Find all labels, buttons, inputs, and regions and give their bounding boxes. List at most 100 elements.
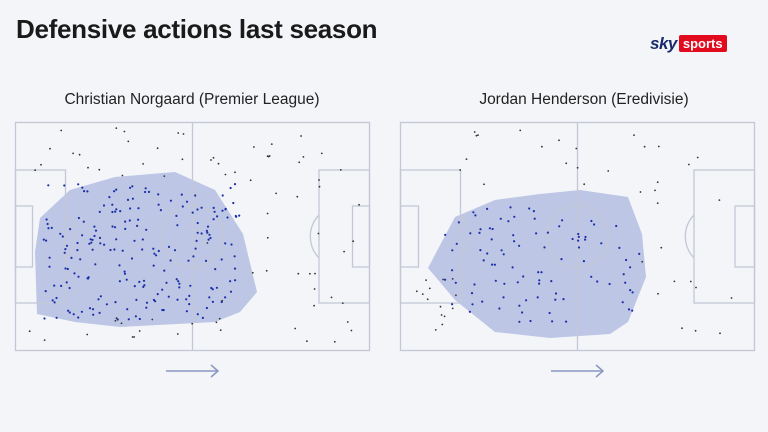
action-dot <box>161 308 164 312</box>
action-dot <box>358 203 360 206</box>
action-dot <box>173 249 177 252</box>
action-dot <box>99 242 102 245</box>
action-dot <box>205 306 208 310</box>
action-dot <box>217 162 220 165</box>
action-dot <box>309 272 311 275</box>
action-dot <box>111 210 114 214</box>
action-dot <box>118 264 121 267</box>
action-dot <box>525 299 528 302</box>
action-dot <box>115 188 118 191</box>
action-dot <box>318 185 321 188</box>
action-dot <box>688 163 690 166</box>
action-dot <box>94 263 97 266</box>
action-dot <box>221 209 224 212</box>
action-dot <box>444 278 447 281</box>
action-dot <box>341 302 344 304</box>
action-dot <box>313 304 315 307</box>
action-dot <box>306 340 308 343</box>
action-dot <box>99 295 102 298</box>
action-dot <box>76 241 79 245</box>
action-dot <box>147 190 151 193</box>
action-dot <box>121 174 124 177</box>
action-dot <box>34 169 36 172</box>
action-dot <box>78 153 81 156</box>
action-dot <box>440 314 443 316</box>
action-dot <box>488 227 491 230</box>
action-dot <box>212 206 215 209</box>
action-dot <box>188 294 191 297</box>
action-dot <box>538 279 541 282</box>
action-dot <box>443 315 446 318</box>
action-dot <box>491 263 494 266</box>
action-dot <box>181 205 184 208</box>
action-dot <box>491 227 494 231</box>
action-dot <box>479 249 482 252</box>
action-dot <box>518 304 521 307</box>
action-dot <box>210 286 213 290</box>
action-dot <box>442 278 444 281</box>
action-dot <box>519 129 522 132</box>
action-dot <box>175 214 178 217</box>
action-dot <box>600 242 603 245</box>
action-dot <box>60 284 63 287</box>
action-dot <box>113 226 117 229</box>
action-dot <box>83 190 86 193</box>
action-dot <box>73 272 76 275</box>
action-dot <box>503 282 506 285</box>
action-dot <box>457 221 460 224</box>
action-dot <box>119 210 122 213</box>
action-dot <box>157 249 160 253</box>
action-dot <box>161 288 164 291</box>
action-dot <box>207 238 210 241</box>
action-dot <box>477 134 479 136</box>
action-dot <box>629 266 632 269</box>
action-dot <box>213 210 216 213</box>
action-dot <box>532 210 535 213</box>
action-dot <box>185 298 188 301</box>
action-dot <box>178 282 181 285</box>
panel-title-henderson: Jordan Henderson (Eredivisie) <box>479 91 689 108</box>
action-dot <box>86 277 89 280</box>
action-dot <box>114 301 117 304</box>
action-dot <box>185 200 189 203</box>
action-dot <box>475 134 478 137</box>
action-dot <box>137 218 140 221</box>
action-dot <box>76 249 79 252</box>
action-dot <box>65 244 69 247</box>
action-dot <box>176 224 179 227</box>
action-dot <box>472 211 475 214</box>
action-dot <box>490 238 493 241</box>
action-dot <box>543 246 546 249</box>
action-dot <box>454 281 457 284</box>
action-dot <box>421 293 424 295</box>
action-dot <box>155 254 158 257</box>
action-dot <box>177 280 180 283</box>
action-dot <box>474 214 477 217</box>
action-dot <box>151 318 154 321</box>
action-dot <box>622 273 625 276</box>
action-dot <box>133 336 136 338</box>
action-dot <box>234 171 236 174</box>
action-dot <box>141 238 144 241</box>
action-dot <box>511 266 514 269</box>
action-dot <box>481 300 484 303</box>
action-dot <box>219 329 222 331</box>
action-dot <box>253 146 255 148</box>
action-dot <box>142 279 146 282</box>
action-dot <box>425 279 427 281</box>
action-dot <box>47 184 50 187</box>
action-dot <box>77 216 80 220</box>
action-dot <box>93 225 96 228</box>
action-dot <box>46 222 49 226</box>
action-dot <box>163 269 166 272</box>
action-dot <box>61 235 64 238</box>
action-dot <box>82 220 85 223</box>
action-dot <box>694 329 697 332</box>
action-dot <box>229 186 232 190</box>
action-dot <box>126 308 129 311</box>
action-dot <box>696 156 699 159</box>
action-dot <box>138 280 141 283</box>
action-dot <box>67 309 70 312</box>
action-dot <box>509 206 512 209</box>
action-dot <box>333 340 336 343</box>
